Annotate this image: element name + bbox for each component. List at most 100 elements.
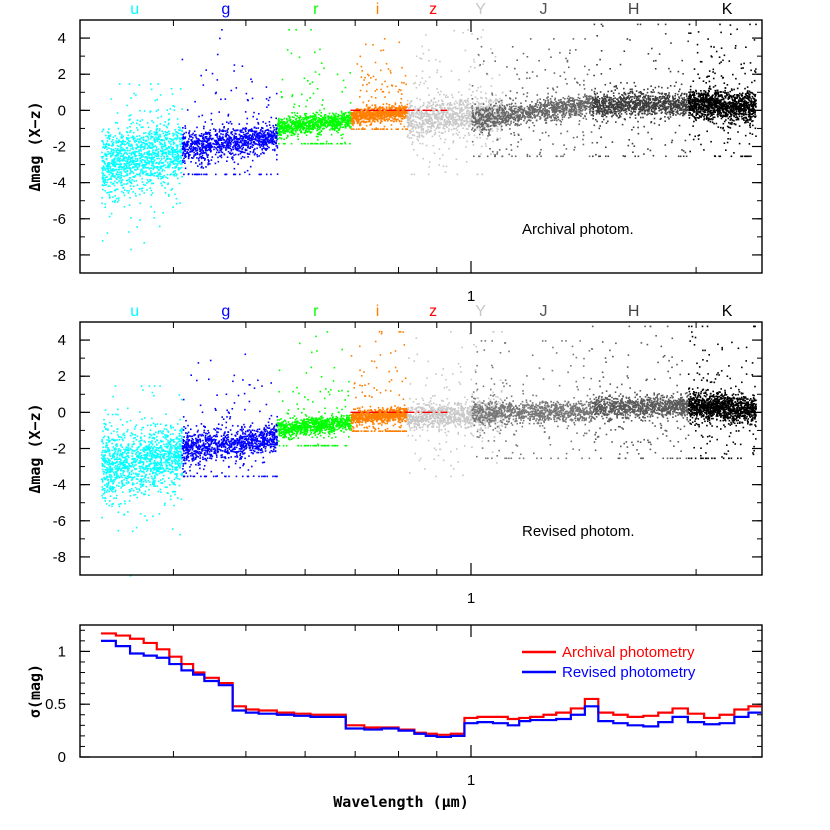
data-point bbox=[267, 141, 270, 143]
data-point bbox=[278, 134, 281, 136]
data-point bbox=[266, 139, 268, 141]
data-point bbox=[198, 154, 201, 156]
data-point bbox=[166, 177, 169, 179]
data-point bbox=[179, 151, 182, 154]
data-point bbox=[178, 129, 180, 131]
data-point bbox=[174, 156, 177, 158]
data-point bbox=[101, 167, 104, 170]
data-point bbox=[445, 96, 447, 98]
data-point bbox=[166, 138, 168, 141]
data-point bbox=[373, 128, 376, 130]
data-point bbox=[159, 133, 161, 136]
data-point bbox=[118, 153, 120, 155]
data-point bbox=[428, 94, 430, 96]
data-point bbox=[350, 125, 352, 128]
data-point bbox=[277, 123, 279, 125]
data-point bbox=[305, 127, 308, 129]
data-point bbox=[125, 160, 127, 162]
data-point bbox=[149, 180, 151, 183]
data-point bbox=[244, 139, 246, 142]
data-point bbox=[110, 155, 112, 158]
data-point bbox=[323, 107, 325, 110]
data-point bbox=[446, 104, 449, 106]
data-point bbox=[499, 137, 501, 140]
data-point bbox=[139, 193, 141, 196]
data-point bbox=[180, 166, 183, 169]
data-point bbox=[229, 147, 232, 150]
data-point bbox=[414, 108, 417, 111]
data-point bbox=[403, 110, 406, 112]
data-point bbox=[352, 113, 354, 116]
data-point bbox=[399, 123, 402, 125]
data-point bbox=[150, 88, 153, 91]
data-point bbox=[123, 156, 126, 159]
data-point bbox=[199, 148, 201, 150]
data-point bbox=[102, 146, 104, 149]
data-point bbox=[413, 134, 416, 137]
data-point bbox=[278, 127, 281, 130]
data-point bbox=[119, 155, 122, 157]
data-point bbox=[254, 148, 256, 150]
data-point bbox=[290, 125, 293, 128]
data-point bbox=[271, 142, 273, 145]
data-point bbox=[113, 162, 115, 165]
data-point bbox=[240, 142, 243, 144]
data-point bbox=[136, 122, 138, 125]
data-point bbox=[294, 129, 296, 132]
data-point bbox=[323, 115, 326, 117]
data-point bbox=[277, 125, 279, 128]
data-point bbox=[252, 115, 254, 118]
data-point bbox=[425, 110, 428, 112]
data-point bbox=[160, 142, 162, 144]
data-point bbox=[208, 133, 211, 136]
data-point bbox=[262, 141, 265, 143]
data-point bbox=[456, 119, 459, 121]
data-point bbox=[161, 139, 164, 141]
data-point bbox=[406, 128, 408, 130]
data-point bbox=[115, 188, 117, 191]
data-point bbox=[324, 119, 326, 121]
data-point bbox=[444, 171, 447, 173]
data-point bbox=[278, 125, 281, 128]
data-point bbox=[299, 116, 302, 118]
data-point bbox=[480, 91, 482, 93]
data-point bbox=[105, 146, 108, 148]
data-point bbox=[133, 140, 136, 142]
data-point bbox=[260, 173, 262, 176]
data-point bbox=[360, 117, 363, 119]
data-point bbox=[362, 84, 364, 86]
data-point bbox=[171, 166, 174, 169]
data-point bbox=[279, 128, 281, 131]
data-point bbox=[249, 165, 252, 168]
data-point bbox=[213, 148, 215, 151]
data-point bbox=[110, 181, 112, 184]
data-point bbox=[341, 120, 344, 123]
data-point bbox=[169, 158, 172, 161]
data-point bbox=[381, 110, 384, 112]
data-point bbox=[381, 120, 383, 123]
data-point bbox=[232, 141, 235, 144]
data-point bbox=[120, 171, 122, 173]
data-point bbox=[178, 160, 181, 163]
data-point bbox=[319, 120, 322, 122]
data-point bbox=[106, 158, 108, 160]
data-point bbox=[121, 190, 123, 193]
data-point bbox=[107, 143, 110, 146]
data-point bbox=[461, 114, 463, 116]
data-point bbox=[146, 182, 148, 184]
data-point bbox=[419, 81, 422, 84]
data-point bbox=[150, 142, 152, 144]
data-point bbox=[332, 123, 335, 126]
data-point bbox=[120, 166, 123, 168]
data-point bbox=[273, 143, 275, 145]
data-point bbox=[319, 109, 321, 112]
data-point bbox=[147, 146, 149, 148]
data-point bbox=[151, 154, 153, 157]
data-point bbox=[278, 117, 280, 120]
data-point bbox=[227, 134, 230, 137]
data-point bbox=[122, 156, 125, 159]
data-point bbox=[143, 110, 146, 112]
data-point bbox=[466, 128, 469, 130]
data-point bbox=[176, 157, 178, 159]
data-point bbox=[146, 147, 149, 150]
